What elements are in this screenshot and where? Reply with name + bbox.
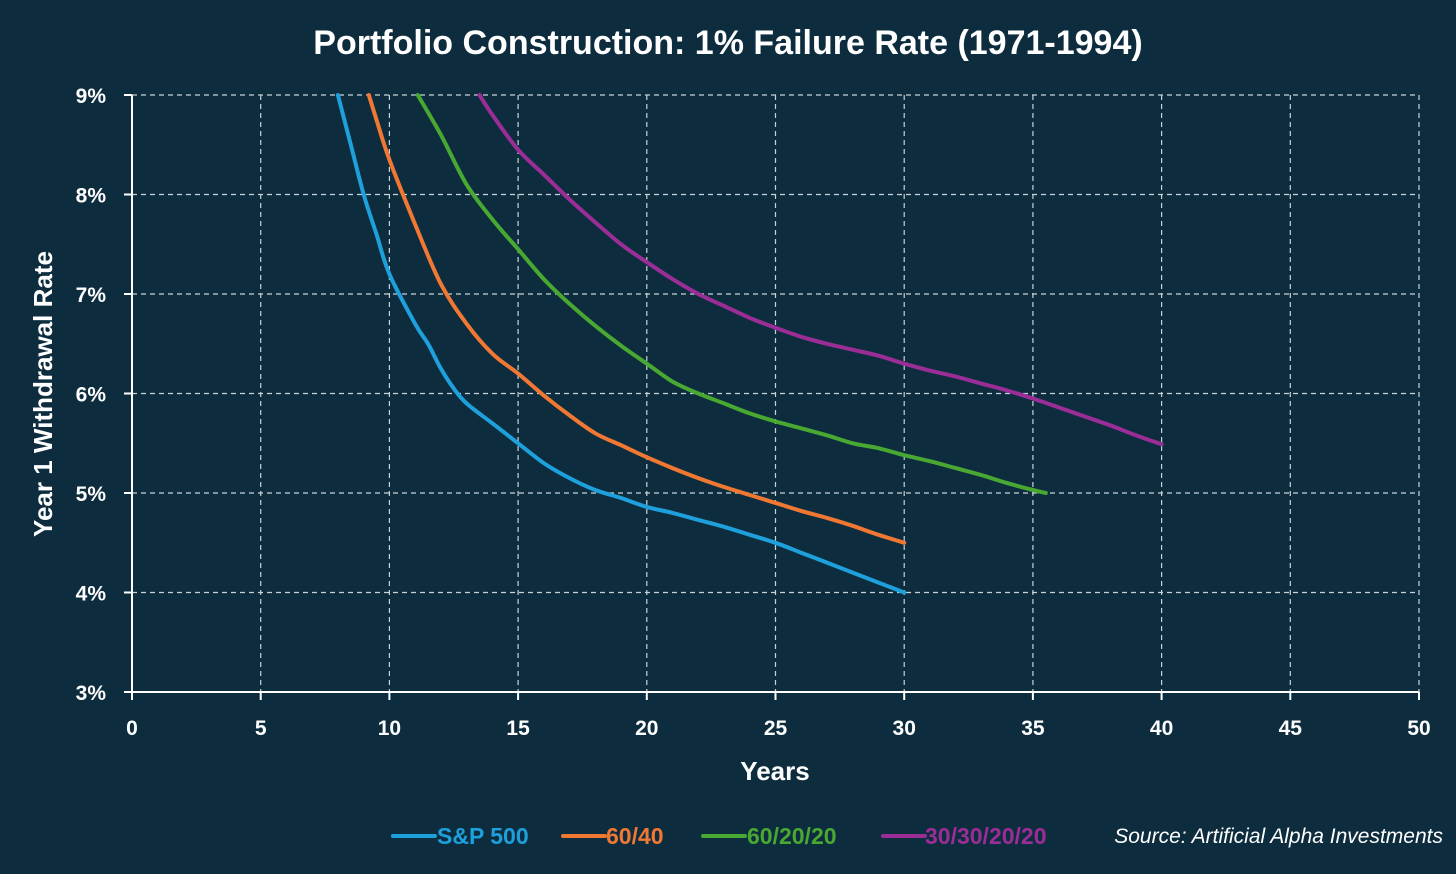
source-note: Source: Artificial Alpha Investments <box>1114 825 1443 848</box>
x-tick-label: 10 <box>378 717 401 740</box>
y-axis-title: Year 1 Withdrawal Rate <box>28 251 58 537</box>
y-tick-label: 9% <box>76 85 107 108</box>
y-tick-label: 4% <box>76 583 107 606</box>
y-tick-label: 3% <box>76 682 107 705</box>
series-line-60-20-20 <box>415 93 1048 495</box>
x-tick-label: 25 <box>764 717 788 740</box>
x-tick-labels: 0 5 10 15 20 25 30 35 40 45 50 <box>126 717 1431 740</box>
axes <box>124 94 1420 700</box>
y-tick-labels: 3% 4% 5% 6% 7% 8% 9% <box>76 85 107 705</box>
x-tick-label: 35 <box>1021 717 1045 740</box>
legend-label-60-20-20: 60/20/20 <box>747 823 837 849</box>
series-line-60-40 <box>366 93 907 545</box>
x-tick-label: 0 <box>126 717 138 740</box>
y-tick-label: 6% <box>76 384 107 407</box>
x-tick-label: 40 <box>1150 717 1173 740</box>
legend-label-s-p-500: S&P 500 <box>437 823 529 849</box>
x-axis-title: Years <box>740 756 809 786</box>
y-tick-label: 8% <box>76 185 107 208</box>
y-tick-label: 5% <box>76 483 107 506</box>
x-tick-label: 5 <box>255 717 267 740</box>
series-line-30-30-20-20 <box>477 93 1164 447</box>
legend-label-60-40: 60/40 <box>606 823 664 849</box>
y-tick-label: 7% <box>76 284 107 307</box>
x-tick-label: 45 <box>1279 717 1303 740</box>
chart-title: Portfolio Construction: 1% Failure Rate … <box>313 24 1142 62</box>
legend: S&P 500 60/40 60/20/20 30/30/20/20 <box>391 823 1047 849</box>
x-tick-label: 15 <box>506 717 530 740</box>
x-tick-label: 20 <box>635 717 658 740</box>
legend-label-30-30-20-20: 30/30/20/20 <box>925 823 1047 849</box>
gridlines <box>132 94 1420 692</box>
x-tick-label: 30 <box>893 717 916 740</box>
series-line-s-p-500 <box>335 93 907 595</box>
x-tick-label: 50 <box>1407 717 1430 740</box>
series-lines <box>335 93 1164 595</box>
